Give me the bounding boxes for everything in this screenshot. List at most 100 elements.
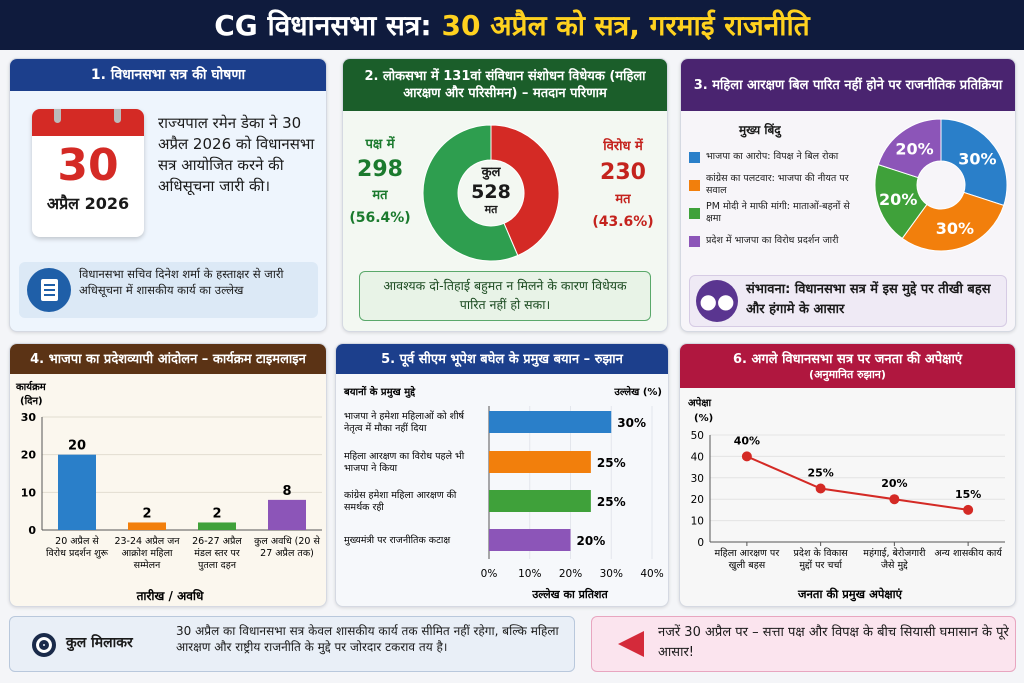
- bar: [268, 499, 306, 530]
- x-tick-label: 30%: [600, 568, 623, 580]
- x-axis-label: उल्लेख का प्रतिशत: [531, 587, 608, 601]
- center-label: कुल: [481, 165, 501, 180]
- y-tick-label: भाजपा ने हमेशा महिलाओं को शीर्ष: [344, 410, 465, 422]
- data-label: 25%: [807, 467, 833, 480]
- bar-value-label: 25%: [597, 495, 626, 509]
- y-tick-label: 50: [691, 430, 704, 442]
- bar-value-label: 20%: [577, 534, 606, 548]
- x-tick-label: 0%: [481, 568, 498, 580]
- note-text: विधानसभा सचिव दिनेश शर्मा के हस्ताक्षर स…: [79, 267, 284, 297]
- for-votes: पक्ष में 298 मत (56.4%): [347, 135, 413, 229]
- page-header: CG विधानसभा सत्र: 30 अप्रैल को सत्र, गरम…: [0, 0, 1024, 50]
- reaction-pie-chart: 30% 30% 20% 20%: [874, 118, 1008, 252]
- bar-value-label: 2: [142, 506, 151, 521]
- legend-swatch: [689, 151, 700, 163]
- x-tick-label: 27 अप्रैल तक): [260, 547, 314, 559]
- center-unit: मत: [484, 203, 498, 216]
- y-tick-label: 20: [21, 449, 37, 462]
- panel-title: 5. पूर्व सीएम भूपेश बघेल के प्रमुख बयान …: [336, 344, 668, 374]
- bar: [489, 529, 571, 551]
- x-tick-label: महिला आरक्षण पर: [715, 547, 781, 559]
- y-tick-label: नेतृत्व में मौका नहीं दिया: [344, 422, 427, 434]
- x-tick-label: 10%: [518, 568, 541, 580]
- calendar-month: अप्रैल 2026: [46, 194, 130, 213]
- against-pct: (43.6%): [592, 214, 654, 230]
- x-tick-label: मुद्दों पर चर्चा: [799, 559, 843, 571]
- y-tick-label: मुख्यमंत्री पर राजनीतिक कटाक्ष: [344, 534, 450, 546]
- y-axis-label: अपेक्षा: [688, 396, 711, 409]
- bar-value-label: 2: [212, 506, 221, 521]
- reaction-slice: [940, 118, 1008, 207]
- for-pct: (56.4%): [349, 210, 411, 226]
- reaction-slice: [901, 191, 1005, 252]
- y-tick-label: 0: [28, 524, 36, 537]
- x-tick-label: कुल अवधि (20 से: [254, 535, 320, 547]
- panel-subtitle: (अनुमानित रुझान): [809, 367, 886, 381]
- data-label: 20%: [881, 477, 907, 490]
- legend-label: भाजपा का आरोप: विपक्ष ने बिल रोका: [706, 151, 839, 162]
- x-tick-label: 20 अप्रैल से: [55, 535, 99, 547]
- panel-bjp-timeline: 4. भाजपा का प्रदेशव्यापी आंदोलन – कार्यक…: [9, 343, 327, 607]
- x-tick-label: विरोध प्रदर्शन शुरू: [46, 547, 109, 559]
- y-tick-label: 30: [691, 473, 704, 485]
- data-label: 15%: [955, 488, 981, 501]
- x-tick-label: मंडल स्तर पर: [194, 548, 241, 559]
- y-tick-label: कांग्रेस हमेशा महिला आरक्षण की: [344, 489, 457, 501]
- category-header: बयानों के प्रमुख मुद्दे: [343, 385, 416, 398]
- panel-public-expectations: 6. अगले विधानसभा सत्र पर जनता की अपेक्षा…: [679, 343, 1016, 607]
- calendar-day: 30: [57, 140, 119, 191]
- x-tick-label: 26-27 अप्रैल: [192, 535, 242, 547]
- summary-text: 30 अप्रैल का विधानसभा सत्र केवल शासकीय क…: [176, 624, 559, 654]
- highlight-text: नजरें 30 अप्रैल पर – सत्ता पक्ष और विपक्…: [658, 625, 1009, 660]
- y-tick-label: समर्थक रही: [344, 501, 384, 513]
- legend-label: PM मोदी ने माफी मांगी: माताओं-बहनों से क…: [706, 201, 850, 224]
- y-axis-label-unit: (%): [694, 413, 713, 424]
- legend-item: PM मोदी ने माफी मांगी: माताओं-बहनों से क…: [689, 199, 867, 227]
- legend-item: भाजपा का आरोप: विपक्ष ने बिल रोका: [689, 143, 867, 171]
- expectations-line-chart: अपेक्षा (%) 0 10 20 30 40 50 40% महिला आरक्षण परख…: [688, 396, 1005, 602]
- reaction-label: 20%: [879, 190, 917, 209]
- against-label: विरोध में: [603, 139, 643, 154]
- legend-swatch: [689, 179, 700, 191]
- legend-item: प्रदेश में भाजपा का विरोध प्रदर्शन जारी: [689, 227, 867, 255]
- title-part1: CG विधानसभा सत्र:: [214, 9, 432, 42]
- legend-label: कांग्रेस का पलटवार: भाजपा की नीयत पर सवा…: [706, 173, 849, 196]
- panel-title: 3. महिला आरक्षण बिल पारित नहीं होने पर र…: [681, 59, 1015, 111]
- x-tick-label: महंगाई, बेरोजगारी: [863, 547, 926, 559]
- calendar-icon: 30 अप्रैल 2026: [32, 109, 144, 237]
- bar: [58, 454, 96, 530]
- data-point: [741, 451, 752, 462]
- reaction-label: 30%: [936, 219, 974, 238]
- x-tick-label: 23-24 अप्रैल जन: [114, 535, 180, 547]
- value-header: उल्लेख (%): [613, 385, 662, 398]
- legend-title: मुख्य बिंदु: [739, 123, 781, 137]
- megaphone-icon: [618, 631, 644, 657]
- against-unit: मत: [615, 192, 631, 207]
- bar: [128, 522, 166, 530]
- reaction-label: 30%: [958, 150, 996, 169]
- announcement-text: राज्यपाल रमेन डेका ने 30 अप्रैल 2026 को …: [158, 114, 315, 195]
- y-axis-label-unit: (दिन): [20, 394, 43, 407]
- document-icon: [27, 268, 71, 312]
- x-tick-label: आक्रोश महिला: [121, 547, 173, 559]
- vote-slice: [490, 124, 560, 257]
- prospect-text: संभावना: विधानसभा सत्र में इस मुद्दे पर …: [746, 282, 991, 317]
- legend-item: कांग्रेस का पलटवार: भाजपा की नीयत पर सवा…: [689, 171, 867, 199]
- x-tick-label: 20%: [559, 568, 582, 580]
- statements-bar-chart: बयानों के प्रमुख मुद्दे उल्लेख (%) 0% 10% 20…: [343, 385, 664, 601]
- for-label: पक्ष में: [365, 137, 395, 152]
- donut-center: कुल 528 मत: [461, 165, 521, 217]
- y-axis-label: कार्यक्रम: [15, 380, 47, 393]
- bar-value-label: 20: [68, 439, 86, 454]
- x-axis-label: तारीख / अवधि: [136, 589, 204, 603]
- bar-value-label: 25%: [597, 456, 626, 470]
- bar-value-label: 8: [282, 484, 291, 499]
- bar-value-label: 30%: [617, 416, 646, 430]
- center-value: 528: [471, 181, 511, 203]
- bar: [489, 411, 612, 433]
- y-tick-label: 10: [691, 516, 704, 528]
- panel-title: 4. भाजपा का प्रदेशव्यापी आंदोलन – कार्यक…: [10, 344, 326, 374]
- panel-title: 1. विधानसभा सत्र की घोषणा: [10, 59, 326, 91]
- panel-title: 6. अगले विधानसभा सत्र पर जनता की अपेक्षा…: [680, 344, 1015, 388]
- against-value: 230: [600, 160, 646, 185]
